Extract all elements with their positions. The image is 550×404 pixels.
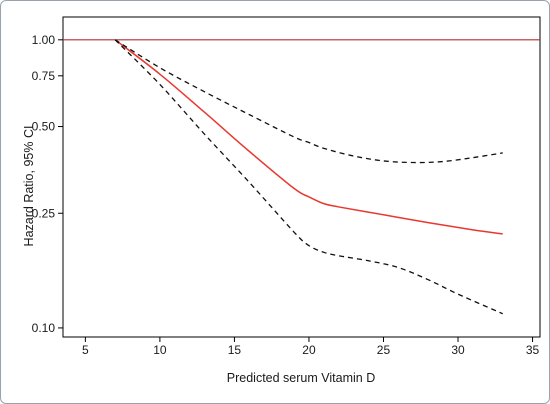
y-tick-label: 0.25 [32,206,56,220]
x-tick-label: 30 [451,343,465,357]
upper-ci-line [114,39,503,164]
x-tick-label: 5 [82,343,89,357]
y-tick-label: 0.75 [32,69,56,83]
x-tick-label: 15 [228,343,242,357]
y-tick-label: 0.50 [32,120,56,134]
lower-ci-line [114,39,503,315]
plot-area-border [62,16,541,338]
series-group [114,39,503,315]
x-tick-label: 35 [526,343,540,357]
y-tick-label: 0.10 [32,321,56,335]
y-tick-label: 1.00 [32,33,56,47]
y-axis-label: Hazard Ratio, 95% CI [22,126,36,247]
axes: 5 10 15 20 25 30 35 0.10 0.25 0.50 0.75 1.00 [32,16,541,357]
x-tick-label: 10 [153,343,167,357]
x-axis-label: Predicted serum Vitamin D [227,371,375,385]
hazard-ratio-line [114,39,503,235]
x-tick-label: 25 [377,343,391,357]
x-tick-label: 20 [302,343,316,357]
